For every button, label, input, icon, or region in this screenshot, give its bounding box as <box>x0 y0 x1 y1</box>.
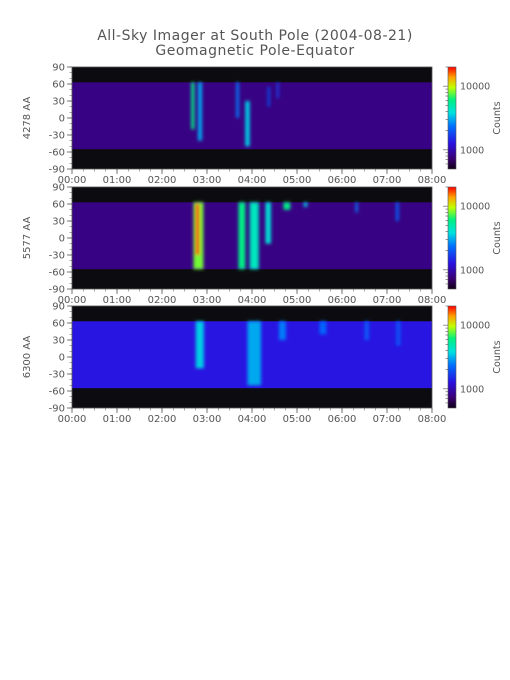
x-tick-label: 04:00 <box>238 295 267 306</box>
emission-feature <box>238 202 246 270</box>
emission-feature <box>279 321 286 340</box>
emission-feature <box>245 101 250 147</box>
x-tick-label: 08:00 <box>418 295 447 306</box>
colorbar-tick-label: 1000 <box>460 265 484 276</box>
emission-features <box>191 82 279 147</box>
y-tick-label: -60 <box>49 268 65 279</box>
x-tick-label: 08:00 <box>418 175 447 186</box>
y-tick-label: -60 <box>49 387 65 398</box>
x-tick-label: 06:00 <box>328 414 357 425</box>
x-tick-label: 00:00 <box>58 175 87 186</box>
y-tick-label: 30 <box>52 217 65 228</box>
y-tick-label: 30 <box>52 97 65 108</box>
x-tick-label: 03:00 <box>193 175 222 186</box>
emission-feature <box>283 202 291 210</box>
x-tick-label: 02:00 <box>148 414 177 425</box>
colorbar-tick-label: 10000 <box>460 82 490 93</box>
colorbar-label: Counts <box>492 101 503 134</box>
colorbar-label: Counts <box>492 221 503 254</box>
x-tick-label: 04:00 <box>238 175 267 186</box>
y-tick-label: 0 <box>59 353 65 364</box>
colorbar <box>447 305 457 409</box>
x-tick-label: 05:00 <box>283 414 312 425</box>
x-tick-label: 06:00 <box>328 175 357 186</box>
colorbar <box>447 66 457 170</box>
colorbar-tick-label: 10000 <box>460 321 490 332</box>
emission-feature <box>319 321 327 335</box>
colorbar-label: Counts <box>492 340 503 373</box>
colorbar-tick-label: 1000 <box>460 145 484 156</box>
x-tick-label: 03:00 <box>193 295 222 306</box>
y-tick-label: 0 <box>59 234 65 245</box>
x-tick-label: 07:00 <box>373 175 402 186</box>
y-axis-label: 4278 AA <box>22 97 33 140</box>
x-tick-label: 02:00 <box>148 295 177 306</box>
emission-feature <box>195 321 204 369</box>
x-tick-label: 01:00 <box>103 295 132 306</box>
emission-features <box>195 321 401 386</box>
emission-feature <box>198 82 203 141</box>
x-tick-label: 06:00 <box>328 295 357 306</box>
y-tick-label: -30 <box>49 251 65 262</box>
x-tick-label: 08:00 <box>418 414 447 425</box>
x-tick-label: 03:00 <box>193 414 222 425</box>
y-tick-label: 30 <box>52 336 65 347</box>
emission-feature <box>249 202 259 270</box>
emission-feature <box>396 202 399 221</box>
y-tick-label: -90 <box>49 404 65 415</box>
x-tick-label: 07:00 <box>373 414 402 425</box>
x-tick-label: 05:00 <box>283 295 312 306</box>
emission-feature <box>267 86 270 107</box>
emission-feature <box>355 202 358 213</box>
y-tick-label: -90 <box>49 285 65 296</box>
y-tick-label: 90 <box>52 63 65 74</box>
emission-feature <box>191 82 195 130</box>
y-axis-label: 6300 AA <box>22 336 33 379</box>
emission-feature <box>396 321 401 346</box>
y-tick-label: -60 <box>49 148 65 159</box>
x-tick-label: 04:00 <box>238 414 267 425</box>
y-tick-label: -30 <box>49 131 65 142</box>
emission-feature <box>265 202 271 244</box>
y-tick-label: 0 <box>59 114 65 125</box>
colorbar-tick-label: 1000 <box>460 384 484 395</box>
y-tick-label: -30 <box>49 370 65 381</box>
colorbar-tick-label: 10000 <box>460 202 490 213</box>
colorbar <box>447 186 457 290</box>
x-tick-label: 01:00 <box>103 175 132 186</box>
emission-feature <box>247 321 261 386</box>
emission-feature <box>195 204 200 255</box>
emission-feature <box>236 82 239 118</box>
y-tick-label: 90 <box>52 183 65 194</box>
x-tick-label: 00:00 <box>58 414 87 425</box>
y-tick-label: 90 <box>52 302 65 313</box>
emission-features <box>193 202 399 270</box>
chart-subtitle: Geomagnetic Pole-Equator <box>155 43 354 59</box>
y-tick-label: -90 <box>49 165 65 176</box>
x-tick-label: 02:00 <box>148 175 177 186</box>
y-tick-label: 60 <box>52 80 65 91</box>
x-tick-label: 00:00 <box>58 295 87 306</box>
x-tick-label: 05:00 <box>283 175 312 186</box>
x-tick-label: 01:00 <box>103 414 132 425</box>
y-axis-label: 5577 AA <box>22 217 33 260</box>
x-tick-label: 07:00 <box>373 295 402 306</box>
chart-title: All-Sky Imager at South Pole (2004-08-21… <box>97 28 413 44</box>
field-of-view-band <box>72 82 432 150</box>
y-tick-label: 60 <box>52 319 65 330</box>
emission-feature <box>303 202 308 207</box>
emission-feature <box>364 321 369 340</box>
y-tick-label: 60 <box>52 200 65 211</box>
emission-feature <box>276 82 279 99</box>
